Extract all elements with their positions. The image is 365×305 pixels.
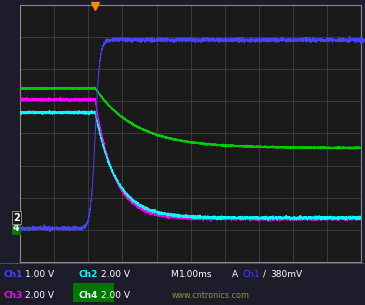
Text: 2.00 V: 2.00 V	[101, 291, 130, 300]
Text: 2.00 V: 2.00 V	[101, 270, 130, 279]
Text: 1.00 V: 1.00 V	[25, 270, 54, 279]
Text: Ch4: Ch4	[78, 291, 98, 300]
Text: www.cntronics.com: www.cntronics.com	[172, 291, 250, 300]
Text: Ch1: Ch1	[4, 270, 23, 279]
Text: 4: 4	[13, 224, 20, 233]
Text: 380mV: 380mV	[270, 270, 302, 279]
Text: M: M	[170, 270, 177, 279]
Text: A: A	[232, 270, 238, 279]
FancyBboxPatch shape	[73, 283, 114, 302]
Text: 2: 2	[13, 213, 20, 223]
Text: 2.00 V: 2.00 V	[25, 291, 54, 300]
Text: Ch1: Ch1	[243, 270, 261, 279]
Text: Ch2: Ch2	[78, 270, 98, 279]
Text: Ch3: Ch3	[4, 291, 23, 300]
Text: /: /	[263, 270, 266, 279]
Text: 1.00ms: 1.00ms	[179, 270, 212, 279]
